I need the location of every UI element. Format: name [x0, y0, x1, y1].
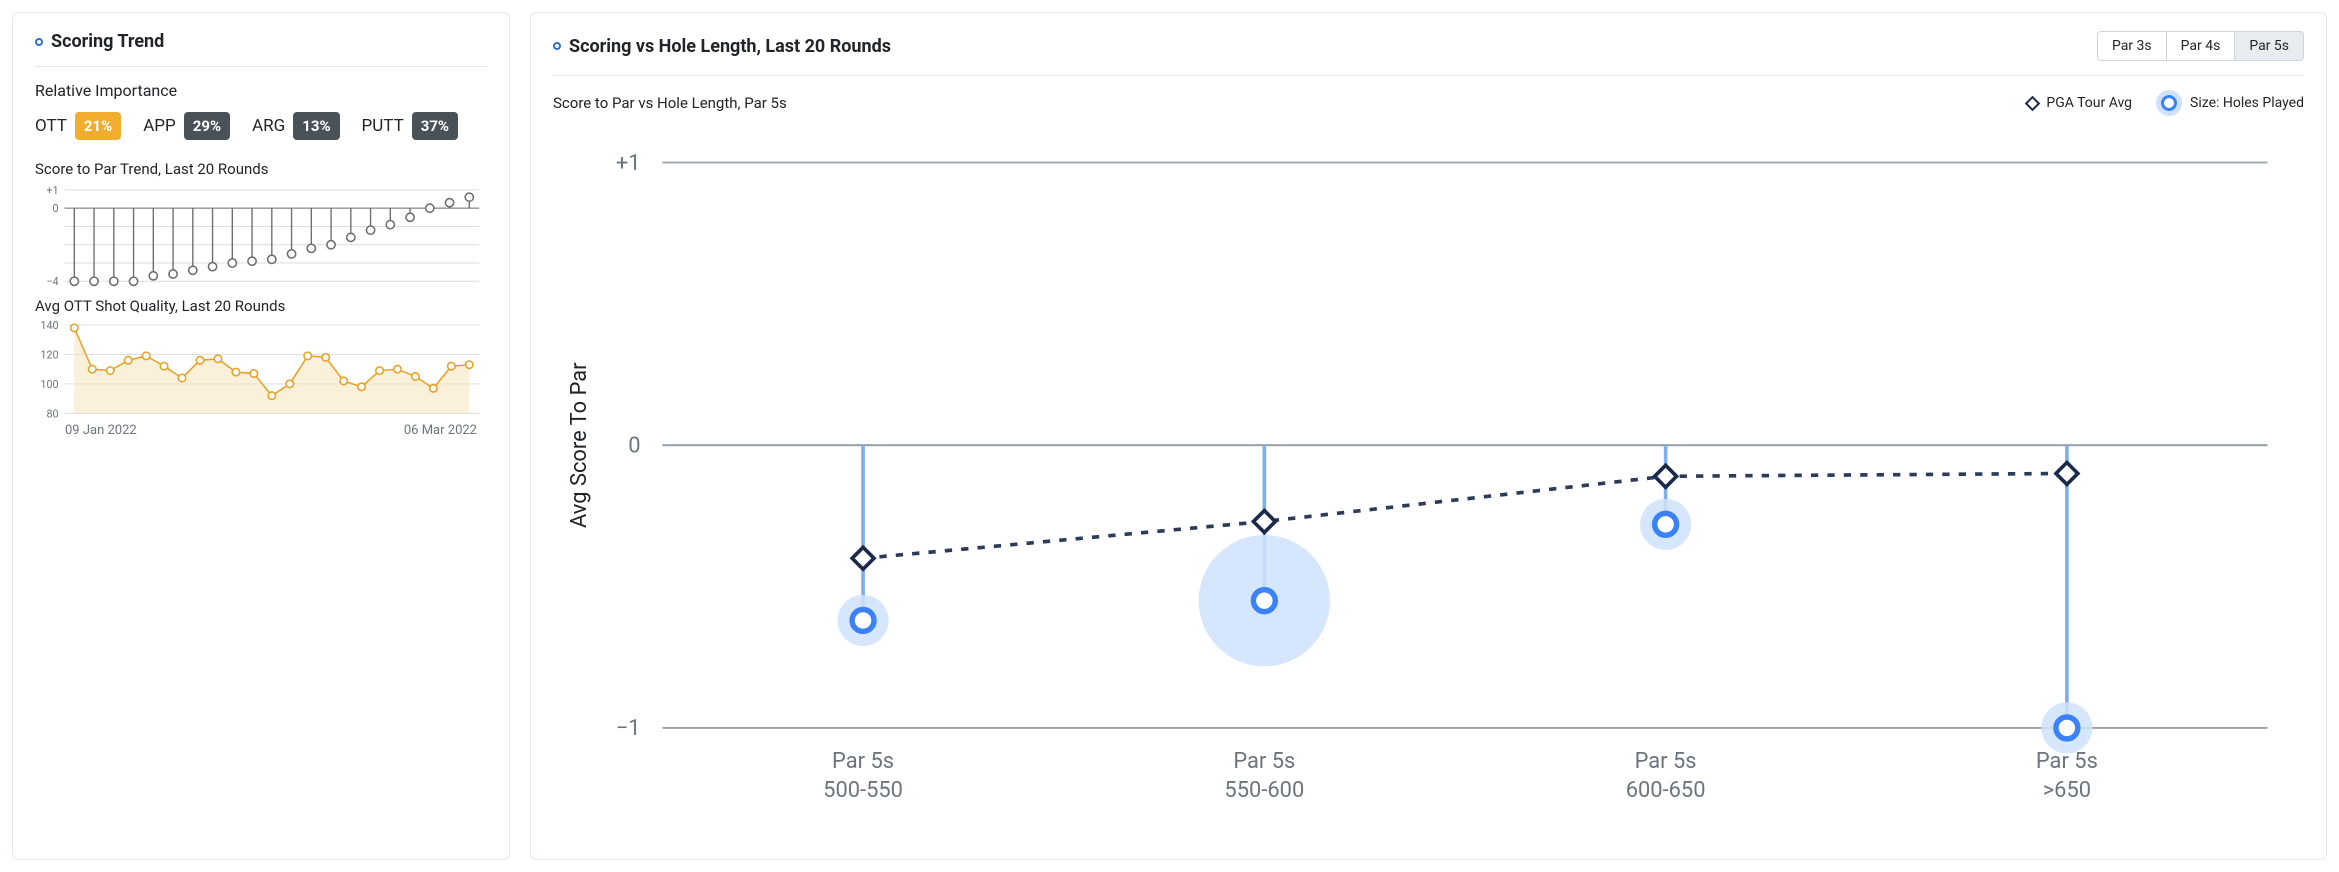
svg-text:550-600: 550-600 — [1224, 778, 1304, 803]
importance-badge: 13% — [293, 112, 339, 140]
circle-icon — [2156, 90, 2182, 116]
score-trend-subhead: Score to Par Trend, Last 20 Rounds — [35, 160, 487, 178]
svg-text:80: 80 — [46, 407, 58, 419]
score-trend-chart: +1 0 −4 — [35, 184, 487, 287]
tab-par-5s[interactable]: Par 5s — [2234, 32, 2303, 60]
importance-group: PUTT 37% — [362, 112, 458, 140]
subhead-row: Score to Par vs Hole Length, Par 5s PGA … — [553, 90, 2304, 116]
svg-text:500-550: 500-550 — [823, 778, 903, 803]
importance-label: PUTT — [362, 116, 404, 136]
importance-badge: 29% — [184, 112, 230, 140]
svg-text:600-650: 600-650 — [1626, 778, 1706, 803]
right-subhead: Score to Par vs Hole Length, Par 5s — [553, 94, 787, 112]
svg-text:+1: +1 — [46, 184, 58, 197]
date-end: 06 Mar 2022 — [404, 423, 477, 438]
svg-text:−1: −1 — [616, 716, 641, 741]
svg-text:0: 0 — [53, 202, 59, 215]
svg-text:Par 5s: Par 5s — [832, 749, 894, 774]
svg-text:−4: −4 — [46, 275, 58, 287]
importance-label: OTT — [35, 116, 67, 136]
svg-text:Par 5s: Par 5s — [2036, 749, 2098, 774]
dashboard: Scoring Trend Relative Importance OTT 21%… — [12, 12, 2327, 860]
importance-badge: 37% — [412, 112, 458, 140]
par-tabs: Par 3sPar 4sPar 5s — [2097, 31, 2304, 61]
relative-importance-label: Relative Importance — [35, 81, 487, 100]
importance-group: OTT 21% — [35, 112, 121, 140]
bullet-icon — [35, 38, 43, 46]
date-start: 09 Jan 2022 — [65, 423, 137, 438]
svg-text:120: 120 — [40, 349, 58, 362]
ott-quality-chart: 140 120 100 80 — [35, 321, 487, 419]
svg-text:140: 140 — [40, 321, 58, 332]
date-row: 09 Jan 2022 06 Mar 2022 — [35, 419, 487, 438]
tab-par-4s[interactable]: Par 4s — [2166, 32, 2235, 60]
diamond-icon — [2025, 95, 2041, 111]
bullet-icon — [553, 42, 561, 50]
svg-text:+1: +1 — [616, 151, 641, 176]
svg-text:Par 5s: Par 5s — [1233, 749, 1295, 774]
ott-quality-subhead: Avg OTT Shot Quality, Last 20 Rounds — [35, 297, 487, 315]
svg-text:Par 5s: Par 5s — [1635, 749, 1697, 774]
holes-length-chart: +1 0 −1 Avg Score To Par Par 5s 500-550 Par 5s… — [553, 126, 2304, 837]
svg-text:Avg Score To Par: Avg Score To Par — [567, 362, 592, 528]
importance-group: APP 29% — [143, 112, 230, 140]
importance-row: OTT 21% APP 29% ARG 13% PUTT 37% — [35, 112, 487, 140]
tab-par-3s[interactable]: Par 3s — [2098, 32, 2166, 60]
legend: PGA Tour Avg Size: Holes Played — [2027, 90, 2304, 116]
legend-pga-label: PGA Tour Avg — [2046, 95, 2132, 111]
importance-label: APP — [143, 116, 176, 136]
scoring-trend-card: Scoring Trend Relative Importance OTT 21%… — [12, 12, 510, 860]
importance-badge: 21% — [75, 112, 121, 140]
card-title: Scoring Trend — [51, 31, 164, 52]
svg-text:>650: >650 — [2043, 778, 2091, 803]
card-title: Scoring vs Hole Length, Last 20 Rounds — [569, 36, 891, 57]
svg-text:100: 100 — [40, 378, 58, 391]
card-header: Scoring vs Hole Length, Last 20 Rounds P… — [553, 31, 2304, 76]
importance-label: ARG — [252, 116, 285, 136]
importance-group: ARG 13% — [252, 112, 339, 140]
legend-pga: PGA Tour Avg — [2027, 95, 2132, 111]
legend-size: Size: Holes Played — [2156, 90, 2304, 116]
legend-size-label: Size: Holes Played — [2190, 95, 2304, 111]
scoring-vs-length-card: Scoring vs Hole Length, Last 20 Rounds P… — [530, 12, 2327, 860]
card-header: Scoring Trend — [35, 31, 487, 67]
svg-text:0: 0 — [628, 433, 640, 458]
